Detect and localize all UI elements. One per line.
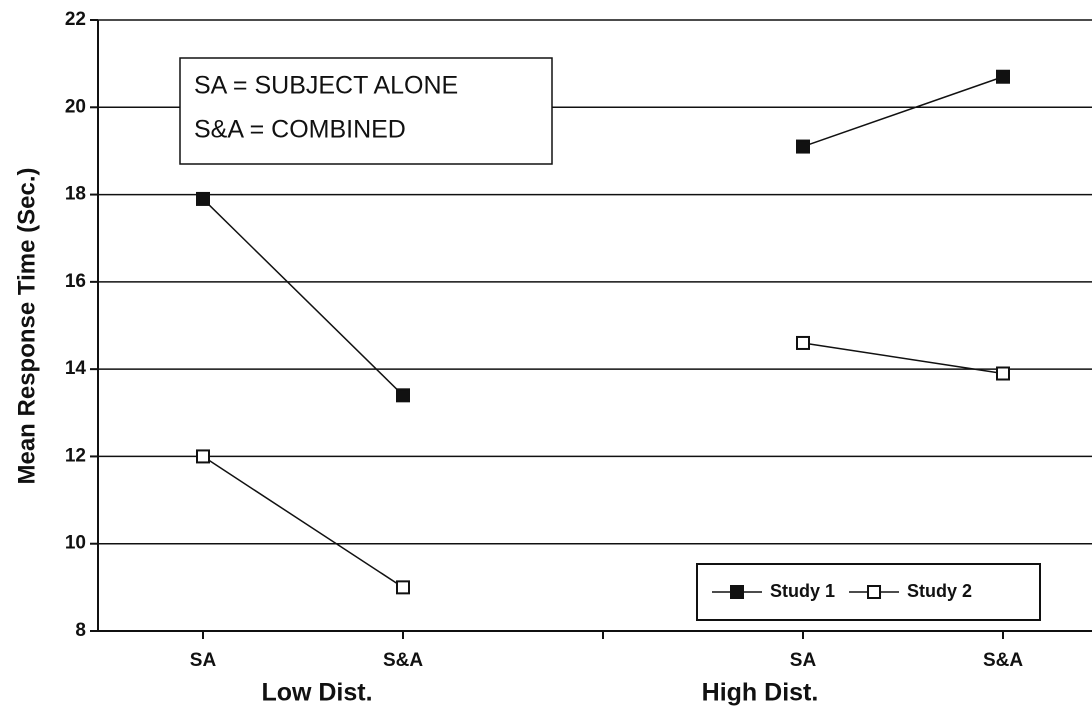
series-line [202,198,404,396]
annotation: S&A = COMBINED [194,116,406,144]
y-tick-label: 20 [65,96,86,117]
series-line [802,76,1004,148]
marker [196,191,210,206]
marker [996,366,1010,381]
group-label: High Dist. [702,679,819,707]
marker [396,388,410,403]
annotation-box [179,57,553,165]
y-axis-label: Mean Response Time (Sec.) [13,168,40,485]
y-tick-label: 12 [65,445,86,466]
y-tick-label: 16 [65,271,86,292]
y-tick-label: 22 [65,9,86,30]
legend-label: Study 2 [907,581,972,601]
y-tick-label: 14 [65,358,87,379]
y-tick-label: 8 [75,620,86,641]
x-tick-label: S&A [983,650,1023,671]
y-tick-label: 18 [65,184,86,205]
marker [730,585,744,599]
x-tick-label: SA [790,650,817,671]
series-line [202,455,404,588]
marker [796,335,810,350]
series-line [802,342,1004,375]
y-tick-label: 10 [65,533,86,554]
legend-label: Study 1 [770,581,835,601]
marker [996,69,1010,84]
annotation: SA = SUBJECT ALONE [194,72,458,100]
x-tick-label: SA [190,650,217,671]
x-tick-label: S&A [383,650,423,671]
marker [867,585,882,599]
marker [196,449,210,464]
group-label: Low Dist. [261,679,372,707]
marker [396,580,410,595]
marker [796,139,810,154]
